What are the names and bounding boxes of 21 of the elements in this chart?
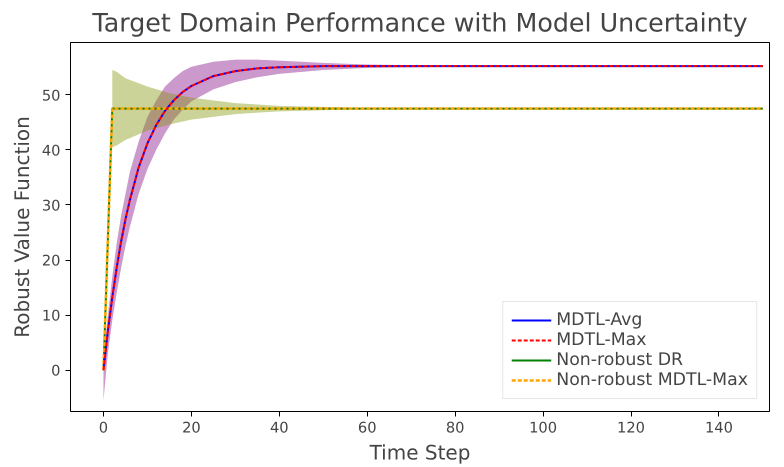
chart-title: Target Domain Performance with Model Uncertainty [91,8,748,38]
x-tick-label: 100 [529,420,558,436]
x-tick-label: 140 [704,420,733,436]
y-tick-label: 40 [42,142,61,160]
x-axis-title: Time Step [368,440,470,464]
y-tick-label: 50 [42,87,61,104]
x-tick-label: 20 [182,420,201,436]
x-tick-label: 40 [270,420,289,436]
x-tick-label: 0 [98,420,108,436]
y-tick-label: 30 [42,197,61,214]
x-tick-label: 120 [617,420,646,436]
legend-label: MDTL-Avg [556,310,642,330]
legend-label: Non-robust MDTL-Max [556,370,748,390]
x-tick-label: 60 [358,420,377,436]
y-tick-label: 20 [42,252,61,270]
y-axis-title: Robust Value Function [10,116,34,338]
y-tick-label: 10 [42,308,61,325]
legend-label: MDTL-Max [556,330,647,350]
y-tick-label: 0 [51,362,61,380]
legend-label: Non-robust DR [556,350,684,370]
x-tick-label: 80 [446,420,464,436]
